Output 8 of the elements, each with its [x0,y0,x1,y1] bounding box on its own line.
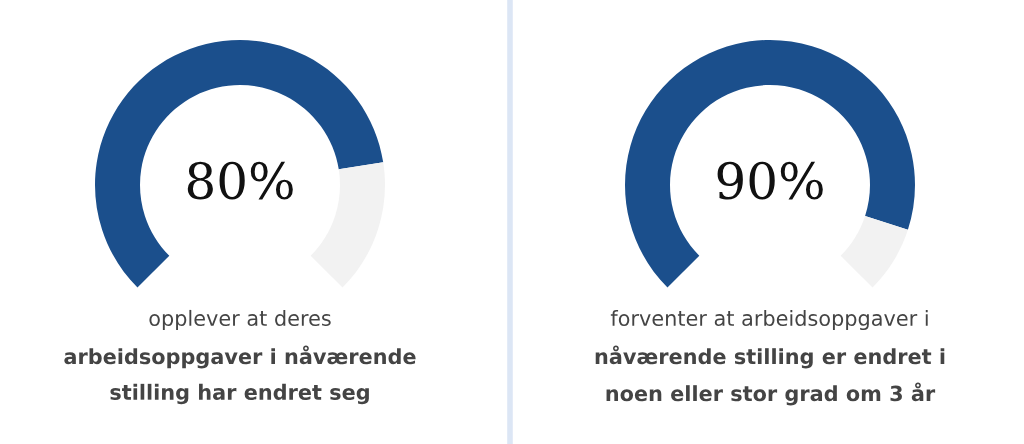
text: opplever at deres [149,309,331,331]
text: noen eller stor grad om 3 år [606,382,936,406]
text: forventer at arbeidsoppgaver i [610,309,928,331]
data-label: 90% [717,161,823,200]
text: arbeidsoppgaver i nåværende [64,345,416,369]
text: nåværende stilling er endret i [595,345,945,369]
data-label: 80% [187,161,293,200]
text: stilling har endret seg [110,383,369,405]
